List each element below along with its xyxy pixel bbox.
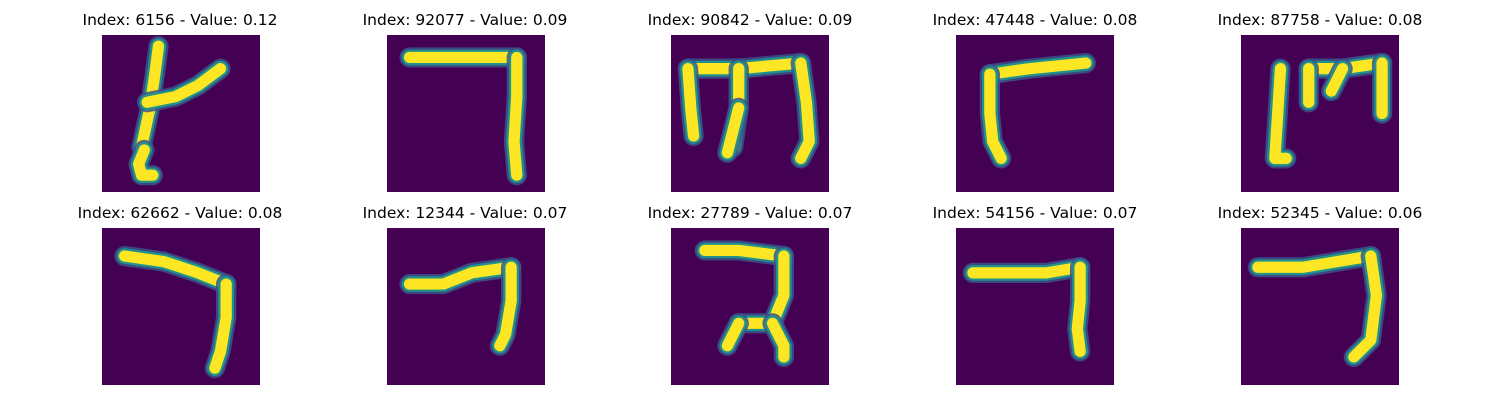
glyph-stroke-1-layer-3	[135, 40, 165, 153]
digit-image-87758-glyph	[1241, 35, 1399, 192]
cell-image-2	[387, 35, 545, 192]
cell-title-1: Index: 6156 - Value: 0.12	[82, 11, 278, 29]
glyph-stroke-1-layer-3	[699, 244, 790, 262]
glyph-stroke-2-layer-3	[733, 250, 790, 329]
cell-image-5	[1241, 35, 1399, 192]
digit-image-12344-glyph	[387, 228, 545, 385]
cell-image-3	[671, 35, 829, 192]
cell-image-7	[387, 228, 545, 385]
glyph-stroke-1-layer-3	[1269, 63, 1292, 164]
glyph-stroke-1-layer-3	[984, 57, 1092, 80]
glyph-stroke-1-layer-3	[403, 261, 517, 290]
digit-image-62662-glyph	[102, 228, 260, 385]
digit-image-90842-glyph	[671, 35, 829, 192]
cell-title-6: Index: 62662 - Value: 0.08	[77, 204, 283, 222]
digit-image-52345-glyph	[1241, 228, 1399, 385]
glyph-stroke-4-layer-3	[795, 57, 815, 164]
image-background	[387, 228, 545, 385]
digit-image-47448-glyph	[956, 35, 1114, 192]
digit-image-54156-glyph	[956, 228, 1114, 385]
glyph-stroke-3-layer-3	[133, 144, 159, 181]
cell-title-10: Index: 52345 - Value: 0.06	[1217, 204, 1423, 222]
digit-image-6156-glyph	[102, 35, 260, 192]
digit-image-27789-glyph	[671, 228, 829, 385]
cell-title-3: Index: 90842 - Value: 0.09	[647, 11, 853, 29]
glyph-stroke-2-layer-3	[494, 261, 517, 352]
glyph-stroke-2-layer-3	[141, 63, 227, 108]
glyph-stroke-2-layer-3	[508, 51, 523, 181]
cell-title-4: Index: 47448 - Value: 0.08	[932, 11, 1138, 29]
cell-title-8: Index: 27789 - Value: 0.07	[647, 204, 853, 222]
cell-image-9	[956, 228, 1114, 385]
cell-image-4	[956, 35, 1114, 192]
glyph-stroke-4-layer-3	[1325, 63, 1349, 97]
glyph-stroke-2-layer-3	[1348, 250, 1383, 363]
glyph-stroke-2-layer-3	[209, 278, 232, 374]
cell-image-1	[102, 35, 260, 192]
cell-image-8	[671, 228, 829, 385]
cell-title-9: Index: 54156 - Value: 0.07	[932, 204, 1138, 222]
digit-image-92077-glyph	[387, 35, 545, 192]
cell-title-7: Index: 12344 - Value: 0.07	[362, 204, 568, 222]
cell-image-6	[102, 228, 260, 385]
image-background	[956, 228, 1114, 385]
cell-title-2: Index: 92077 - Value: 0.09	[362, 11, 568, 29]
glyph-stroke-1-layer-3	[118, 250, 232, 290]
glyph-stroke-2-layer-3	[984, 68, 1007, 164]
glyph-stroke-2-layer-3	[682, 63, 700, 142]
cell-title-5: Index: 87758 - Value: 0.08	[1217, 11, 1423, 29]
glyph-stroke-1-layer-3	[1252, 250, 1377, 273]
glyph-stroke-2-layer-3	[1071, 261, 1086, 357]
image-background	[102, 35, 260, 192]
cell-image-10	[1241, 228, 1399, 385]
glyph-stroke-5-layer-3	[721, 102, 745, 159]
glyph-stroke-3-layer-3	[766, 317, 790, 363]
glyph-stroke-4-layer-3	[721, 317, 745, 352]
glyph-stroke-1-layer-3	[967, 261, 1086, 279]
